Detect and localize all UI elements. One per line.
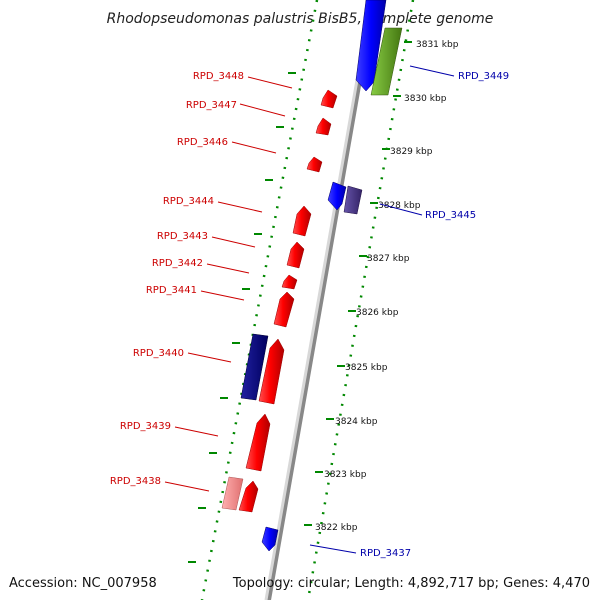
gene-feature-rpd3437[interactable] [261,526,279,552]
gene-feature-rpd3440-navy[interactable] [240,333,269,401]
kbp-label: 3822 kbp [315,523,358,533]
gene-feature-rpd3439[interactable] [245,413,271,472]
gene-feature-blue-top[interactable] [355,0,387,92]
gene-feature-rpd3441[interactable] [273,291,295,328]
reverse-leader-lines [309,65,455,554]
reverse-gene-labels: RPD_3449 RPD_3445 RPD_3437 [360,71,509,559]
gene-label[interactable]: RPD_3445 [425,210,476,221]
gene-label[interactable]: RPD_3442 [152,258,203,269]
gene-label[interactable]: RPD_3441 [146,285,197,296]
gene-label[interactable]: RPD_3449 [458,71,509,82]
gene-label[interactable]: RPD_3446 [177,137,228,148]
gene-label[interactable]: RPD_3444 [163,196,214,207]
kbp-label: 3827 kbp [367,254,410,264]
kbp-label: 3829 kbp [390,147,433,157]
map-title: Rhodopseudomonas palustris BisB5, comple… [107,11,494,27]
forward-gene-labels: RPD_3448 RPD_3447 RPD_3446 RPD_3444 RPD_… [110,71,244,487]
gene-feature-rpd3448[interactable] [320,89,338,109]
gene-label[interactable]: RPD_3440 [133,348,184,359]
gene-feature-rpd3445-a[interactable] [327,181,347,211]
accession-text: Accession: NC_007958 [9,576,157,591]
backbone-shadow [265,0,376,600]
reverse-track-dots [306,0,415,600]
kbp-label: 3826 kbp [356,308,399,318]
kbp-label: 3824 kbp [335,417,378,427]
reverse-ticks [304,41,412,526]
gene-feature-rpd3444[interactable] [292,205,312,237]
kbp-label: 3828 kbp [378,201,421,211]
forward-track-dots [200,0,319,600]
gene-feature-rpd3445-b[interactable] [343,185,363,215]
gene-feature-rpd3446[interactable] [306,156,323,173]
gene-label[interactable]: RPD_3439 [120,421,171,432]
gene-feature-rpd3440[interactable] [258,338,285,405]
gene-label[interactable]: RPD_3448 [193,71,244,82]
gene-feature-rpd3442[interactable] [281,274,298,290]
forward-ticks [188,72,296,563]
gene-label[interactable]: RPD_3437 [360,548,411,559]
gene-label[interactable]: RPD_3443 [157,231,208,242]
backbone [264,0,373,600]
topology-text: Topology: circular; Length: 4,892,717 bp… [232,576,590,591]
gene-feature-rpd3438-pink[interactable] [221,476,244,511]
gene-feature-rpd3449[interactable] [370,27,403,96]
kbp-label: 3825 kbp [345,363,388,373]
kbp-label: 3831 kbp [416,40,459,50]
gene-feature-rpd3447[interactable] [315,117,332,136]
gene-feature-rpd3438[interactable] [238,480,259,513]
kbp-labels: 3831 kbp 3830 kbp 3829 kbp 3828 kbp 3827… [315,40,459,533]
gene-label[interactable]: RPD_3438 [110,476,161,487]
gene-feature-rpd3443[interactable] [286,241,305,269]
gene-label[interactable]: RPD_3447 [186,100,237,111]
kbp-label: 3823 kbp [324,470,367,480]
kbp-label: 3830 kbp [404,94,447,104]
forward-leader-lines [164,76,293,492]
